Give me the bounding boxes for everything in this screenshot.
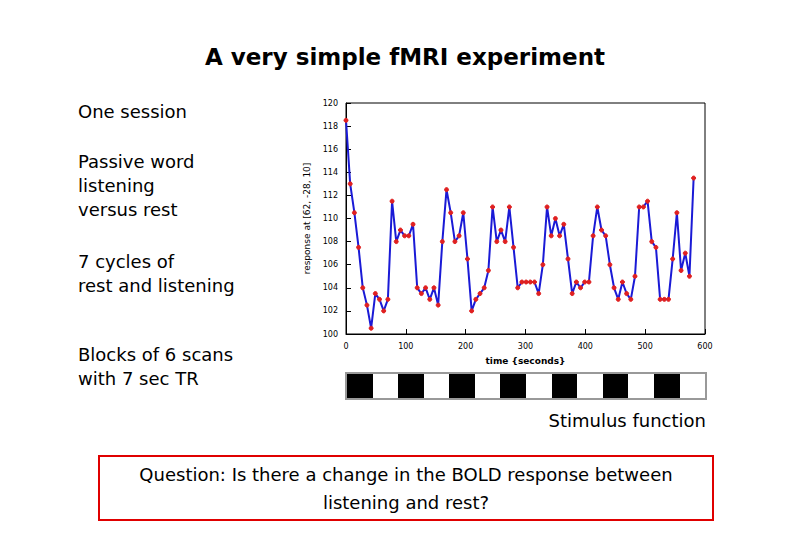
svg-text:0: 0 bbox=[343, 342, 348, 351]
svg-text:112: 112 bbox=[323, 191, 338, 200]
svg-text:100: 100 bbox=[398, 342, 413, 351]
html-text:7 cycles of: 7 cycles of bbox=[78, 251, 175, 272]
svg-text:120: 120 bbox=[323, 99, 338, 108]
html-text:Passive word: Passive word bbox=[78, 151, 195, 172]
svg-text:response at [62, -28, 10]: response at [62, -28, 10] bbox=[302, 163, 312, 275]
html-text:with 7 sec TR: with 7 sec TR bbox=[78, 368, 199, 389]
html-text:Blocks of 6 scans: Blocks of 6 scans bbox=[78, 344, 234, 365]
html-text:Stimulus function: Stimulus function bbox=[548, 410, 706, 431]
svg-text:500: 500 bbox=[638, 342, 653, 351]
svg-text:400: 400 bbox=[578, 342, 593, 351]
html-text:versus rest: versus rest bbox=[78, 199, 178, 220]
svg-text:600: 600 bbox=[697, 342, 712, 351]
svg-text:116: 116 bbox=[323, 145, 338, 154]
svg-text:300: 300 bbox=[518, 342, 533, 351]
svg-text:108: 108 bbox=[323, 237, 338, 246]
svg-text:100: 100 bbox=[323, 330, 338, 339]
svg-text:114: 114 bbox=[323, 168, 338, 177]
svg-text:118: 118 bbox=[323, 122, 338, 131]
svg-text:200: 200 bbox=[458, 342, 473, 351]
html-text:rest and listening: rest and listening bbox=[78, 275, 235, 296]
svg-text:102: 102 bbox=[323, 306, 338, 315]
html-text:Question: Is there a change in: Question: Is there a change in the BOLD … bbox=[139, 464, 673, 485]
html-text:listening and rest?: listening and rest? bbox=[322, 492, 490, 513]
svg-text:104: 104 bbox=[323, 283, 338, 292]
html-text:listening: listening bbox=[78, 175, 155, 196]
svg-text:110: 110 bbox=[323, 214, 338, 223]
svg-text:time {seconds}: time {seconds} bbox=[485, 356, 565, 366]
html-text:A very simple fMRI experiment: A very simple fMRI experiment bbox=[205, 44, 605, 70]
html-text:One session: One session bbox=[78, 101, 187, 122]
svg-text:106: 106 bbox=[323, 260, 338, 269]
